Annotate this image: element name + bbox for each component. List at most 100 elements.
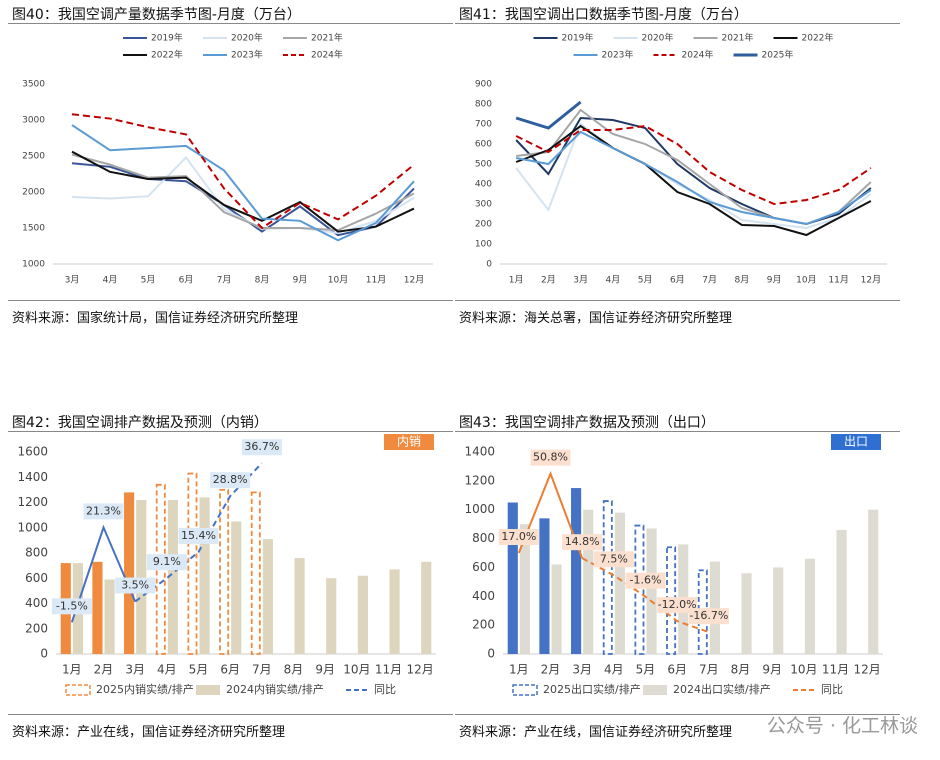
x-tick-label: 8月: [735, 275, 750, 286]
x-tick-label: 10月: [343, 663, 370, 677]
line-series: [515, 100, 582, 130]
badge: [831, 434, 881, 450]
x-tick-label: 7月: [217, 275, 232, 286]
panel: 图42：我国空调排产数据及预测（内销） 0 200 400 600 800 1000 120…: [8, 410, 453, 746]
value-label: 3.5%: [121, 579, 149, 592]
y-tick-label: 1600: [17, 445, 48, 459]
y-tick-label: 900: [475, 80, 492, 90]
line-series: [71, 150, 415, 233]
x-tick-label: 9月: [315, 663, 335, 677]
x-tick-label: 7月: [699, 663, 719, 677]
y-tick-label: 800: [475, 100, 492, 110]
x-tick-label: 3月: [573, 275, 588, 286]
y-tick-label: 1200: [464, 473, 495, 487]
value-label-bg: [115, 577, 156, 594]
bar: [389, 569, 400, 654]
panel: 图40：我国空调产量数据季节图-月度（万台） 1000 1500 2000 2500 3…: [8, 2, 453, 332]
value-label: 17.0%: [501, 530, 536, 543]
watermark: 公众号 · 化工林谈: [766, 715, 918, 737]
bar: [571, 488, 582, 654]
legend-swatch: [512, 684, 538, 696]
line-series: [134, 462, 263, 603]
value-label-bg: [530, 449, 571, 466]
y-tick-label: 1500: [22, 224, 45, 234]
value-label: 7.5%: [600, 552, 628, 565]
y-tick-label: 200: [475, 220, 492, 230]
bar: [104, 579, 115, 654]
y-tick-label: 300: [475, 200, 492, 210]
legend-label: 2024年: [311, 49, 343, 61]
bar: [294, 558, 305, 654]
x-tick-label: 6月: [179, 275, 194, 286]
legend-label: 2019年: [562, 32, 594, 44]
legend-label: 2021年: [722, 32, 754, 44]
line-series: [71, 153, 415, 232]
bar: [551, 564, 562, 654]
x-tick-label: 1月: [62, 663, 82, 677]
value-label: -1.6%: [630, 574, 662, 587]
value-label-bg: [498, 529, 539, 545]
legend-label: 2021年: [311, 32, 343, 44]
chart: 0 100 200 300 400 500 600 700 800 900 1月 2月 3月 4月 5月 6月…: [475, 32, 887, 286]
value-label: -12.0%: [658, 598, 697, 611]
bar: [519, 524, 530, 654]
x-tick-label: 10月: [796, 275, 816, 286]
y-tick-label: 0: [486, 260, 492, 270]
bar: [646, 528, 657, 654]
line-series: [515, 130, 872, 226]
bar: [262, 539, 273, 654]
x-tick-label: 6月: [220, 663, 240, 677]
y-tick-label: 1000: [22, 260, 45, 270]
bar: [421, 561, 432, 654]
x-tick-label: 3月: [65, 275, 80, 286]
x-tick-label: 12月: [407, 663, 434, 677]
x-tick-label: 11月: [375, 663, 402, 677]
x-tick-label: 6月: [670, 275, 685, 286]
line-series: [517, 470, 584, 559]
bar: [219, 488, 230, 655]
value-label-bg: [625, 572, 666, 589]
y-tick-label: 400: [472, 589, 495, 603]
x-tick-label: 3月: [125, 663, 145, 677]
legend-label: 2022年: [151, 49, 183, 61]
x-tick-label: 11月: [822, 663, 849, 677]
bar: [124, 492, 135, 654]
source: 资料来源：产业在线，国信证券经济研究所整理: [455, 714, 900, 746]
value-label: 21.3%: [86, 504, 121, 517]
bar: [167, 499, 178, 654]
panel: 图41：我国空调出口数据季节图-月度（万台） 0 100 200 300 400 500 6…: [455, 2, 900, 332]
bar: [773, 567, 784, 654]
x-tick-label: 12月: [861, 275, 881, 286]
bar: [231, 521, 242, 654]
bar: [357, 575, 368, 654]
y-tick-label: 400: [475, 180, 492, 190]
line-series: [71, 124, 415, 242]
bar: [836, 529, 847, 654]
source: 资料来源：产业在线，国信证券经济研究所整理: [8, 714, 453, 746]
legend-label: 同比: [374, 683, 396, 696]
bar: [804, 558, 815, 654]
y-tick-label: 200: [25, 621, 48, 635]
bar: [507, 502, 518, 654]
x-tick-label: 1月: [509, 663, 529, 677]
value-label-bg: [241, 439, 282, 456]
bar: [199, 497, 210, 654]
value-label: 36.7%: [244, 440, 279, 453]
chart: 0 200 400 600 800 1000 1200 1400 1月 2月 3月 4月 5月 6月 7月 8…: [464, 434, 883, 696]
chart: 1000 1500 2000 2500 3000 3500 3月 4月 5月 6月 7月 8月 9月 10…: [22, 32, 433, 286]
x-tick-label: 5月: [141, 275, 156, 286]
y-tick-label: 700: [475, 120, 492, 130]
bar: [326, 578, 337, 654]
line-series: [581, 557, 710, 634]
legend-label: 2023年: [602, 49, 634, 61]
value-label-bg: [178, 527, 219, 544]
legend-swatch: [196, 685, 220, 695]
value-label: 15.4%: [181, 529, 216, 542]
badge-label: 内销: [397, 435, 421, 449]
panel-title: 图43：我国空调排产数据及预测（出口）: [455, 410, 900, 432]
bar: [583, 509, 594, 654]
x-tick-label: 9月: [767, 275, 782, 286]
chart: 0 200 400 600 800 1000 1200 1400 1600 1月 2月 3月 4月 5月 6…: [17, 434, 436, 696]
bar: [187, 472, 198, 655]
legend-label: 2025内销实绩/排产: [96, 682, 194, 696]
